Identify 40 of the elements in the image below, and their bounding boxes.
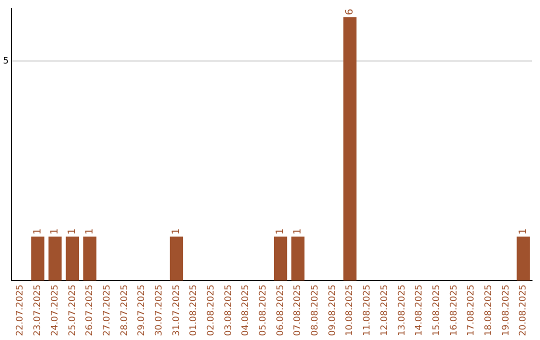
data-label: 1 (518, 228, 529, 235)
x-tick-label: 16.08.2025 (449, 284, 460, 336)
data-label: 1 (67, 228, 78, 235)
x-tick-label: 26.07.2025 (85, 284, 96, 336)
data-label: 1 (32, 228, 44, 235)
x-tick-label: 24.07.2025 (50, 284, 60, 336)
data-label: 1 (84, 228, 96, 235)
x-tick-label: 30.07.2025 (154, 284, 164, 336)
x-tick-label: 01.08.2025 (189, 284, 200, 336)
x-tick-label: 11.08.2025 (362, 284, 373, 336)
x-tick-label: 28.07.2025 (120, 284, 130, 336)
x-tick-label: 10.08.2025 (345, 284, 356, 336)
x-tick-label: 02.08.2025 (206, 284, 217, 336)
x-tick-label: 13.08.2025 (397, 284, 408, 336)
x-tick-label: 20.08.2025 (518, 284, 529, 336)
x-tick-label: 06.08.2025 (276, 284, 286, 336)
x-tick-label: 08.08.2025 (310, 284, 321, 336)
x-tick-label: 04.08.2025 (241, 284, 252, 336)
data-label: 1 (292, 228, 304, 235)
x-tick-label: 07.08.2025 (293, 284, 304, 336)
x-tick-label: 23.07.2025 (33, 284, 44, 336)
data-label: 1 (275, 228, 286, 235)
x-tick-label: 22.07.2025 (16, 284, 26, 336)
x-tick-label: 25.07.2025 (68, 284, 78, 336)
x-tick-label: 19.08.2025 (501, 284, 512, 336)
x-tick-label: 31.07.2025 (172, 284, 182, 336)
x-tick-label: 09.08.2025 (328, 284, 338, 336)
x-tick-label: 14.08.2025 (414, 284, 425, 336)
x-tick-label: 17.08.2025 (466, 284, 477, 336)
data-label: 1 (171, 228, 182, 235)
x-tick-label: 05.08.2025 (258, 284, 269, 336)
x-tick-label: 18.08.2025 (484, 284, 494, 336)
data-label: 6 (344, 8, 356, 16)
x-tick-label: 27.07.2025 (102, 284, 112, 336)
x-tick-label: 12.08.2025 (380, 284, 390, 336)
data-label: 1 (50, 228, 61, 235)
x-tick-label: 15.08.2025 (432, 284, 442, 336)
y-tick-label: 5 (2, 56, 9, 66)
x-tick-label: 29.07.2025 (137, 284, 148, 336)
x-tick-label: 03.08.2025 (224, 284, 234, 336)
